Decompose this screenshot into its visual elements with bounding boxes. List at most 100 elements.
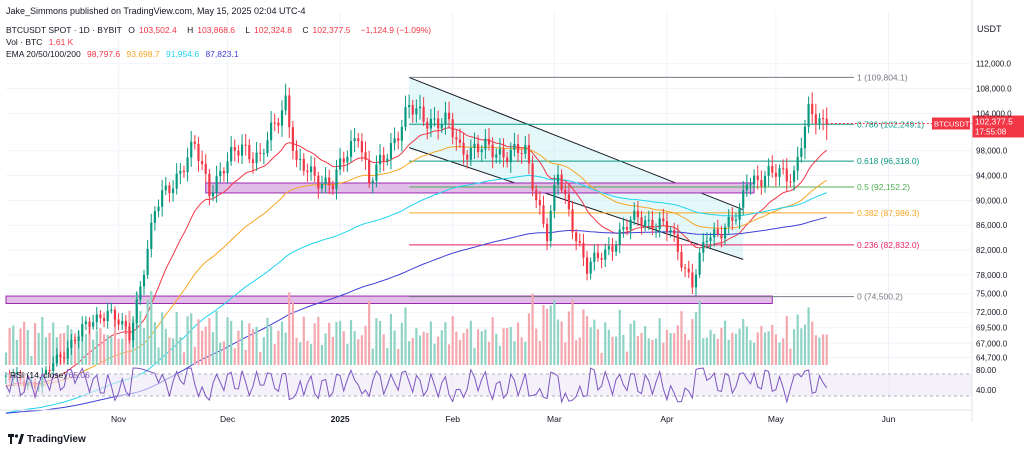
ema20-value: 98,797.6	[87, 49, 121, 59]
candle-body	[716, 229, 719, 234]
volume-bar	[753, 342, 756, 365]
candle-body	[88, 321, 91, 327]
fib-level-label: 0.382 (87,986.3)	[857, 208, 920, 218]
volume-bar	[531, 293, 534, 365]
volume-bar	[487, 341, 491, 365]
fib-level-label: 1 (109,804.1)	[857, 72, 908, 82]
candle-body	[92, 322, 95, 327]
candle-body	[811, 103, 814, 115]
volume-bar	[26, 329, 29, 365]
candle-body	[110, 309, 113, 311]
candle-body	[531, 163, 534, 190]
volume-bar	[266, 317, 269, 365]
candle-body	[211, 192, 215, 197]
candle-body	[84, 321, 87, 325]
high-value: H 103,868.6	[187, 25, 236, 35]
close-value: C 102,377.5	[302, 25, 351, 35]
volume-bar	[426, 332, 429, 365]
candle-body	[208, 173, 211, 197]
candle-body	[535, 189, 538, 201]
volume-bar	[226, 317, 229, 365]
candle-body	[353, 138, 356, 141]
candle-body	[495, 154, 498, 158]
volume-bar	[320, 344, 324, 365]
candle-body	[255, 152, 258, 164]
candle-body	[455, 137, 458, 140]
candle-body	[128, 326, 131, 341]
candle-body	[375, 164, 378, 181]
candle-body	[822, 118, 825, 120]
candle-body	[506, 157, 509, 163]
candle-body	[284, 95, 287, 111]
volume-bar	[121, 338, 124, 365]
candle-body	[477, 143, 480, 153]
candle-body	[299, 158, 302, 160]
symbol-title[interactable]: BTCUSDT SPOT · 1D · BYBIT	[6, 25, 122, 35]
volume-bar	[662, 342, 665, 365]
volume-bar	[596, 329, 600, 365]
candle-body	[63, 357, 66, 359]
candle-body	[386, 158, 389, 162]
candle-body	[81, 324, 84, 337]
volume-bar	[535, 328, 538, 365]
candle-body	[368, 159, 371, 184]
candle-body	[644, 220, 647, 227]
candle-body	[803, 126, 807, 149]
candle-body	[52, 363, 55, 372]
volume-bar	[19, 328, 22, 365]
volume-bar	[622, 334, 625, 365]
volume-bar	[502, 328, 505, 365]
candle-body	[295, 150, 298, 160]
volume-bar	[654, 338, 658, 365]
volume-bar	[339, 320, 342, 365]
candle-body	[520, 153, 523, 155]
volume-bar	[117, 338, 120, 365]
candle-body	[676, 234, 679, 252]
candle-body	[484, 138, 487, 150]
candle-body	[771, 165, 774, 173]
candle-body	[201, 161, 204, 164]
volume-bar	[778, 342, 781, 365]
volume-bar	[397, 348, 400, 365]
volume-bar	[691, 319, 694, 365]
volume-bar	[527, 313, 531, 365]
candle-body	[44, 369, 48, 375]
channel-lower-line	[408, 147, 744, 260]
volume-bar	[578, 337, 581, 365]
volume-bar	[360, 335, 363, 365]
volume-bar	[484, 329, 487, 365]
volume-label[interactable]: Vol · BTC	[6, 37, 43, 47]
volume-bar	[288, 292, 291, 365]
candle-body	[567, 194, 570, 210]
time-tick-label: Mar	[547, 414, 562, 424]
volume-bar	[782, 338, 785, 365]
volume-bar	[509, 327, 512, 365]
volume-bar	[440, 330, 443, 365]
volume-bar	[164, 328, 167, 365]
last-price-tag	[972, 115, 1024, 138]
currency-label: USDT	[977, 24, 1002, 34]
volume-bar	[669, 332, 672, 365]
ema-label[interactable]: EMA 20/50/100/200	[6, 49, 81, 59]
volume-bar	[30, 356, 33, 365]
volume-bar	[124, 323, 127, 365]
volume-bar	[302, 316, 305, 365]
candle-body	[346, 156, 349, 163]
candle-body	[524, 144, 527, 154]
volume-bar	[95, 330, 98, 365]
price-tick-label: 108,000.0	[976, 85, 1012, 94]
candle-body	[633, 210, 636, 220]
candle-body	[233, 147, 236, 151]
candle-body	[222, 171, 225, 174]
volume-bar	[811, 321, 814, 365]
candle-body	[193, 141, 196, 144]
price-tick-label: 98,000.0	[976, 147, 1008, 156]
candle-body	[546, 223, 549, 242]
candle-body	[713, 229, 716, 238]
tradingview-logo[interactable]: TradingView	[8, 434, 86, 445]
volume-bar	[291, 302, 294, 365]
candle-body	[215, 176, 218, 193]
volume-bar	[585, 316, 589, 365]
candle-body	[440, 123, 443, 129]
